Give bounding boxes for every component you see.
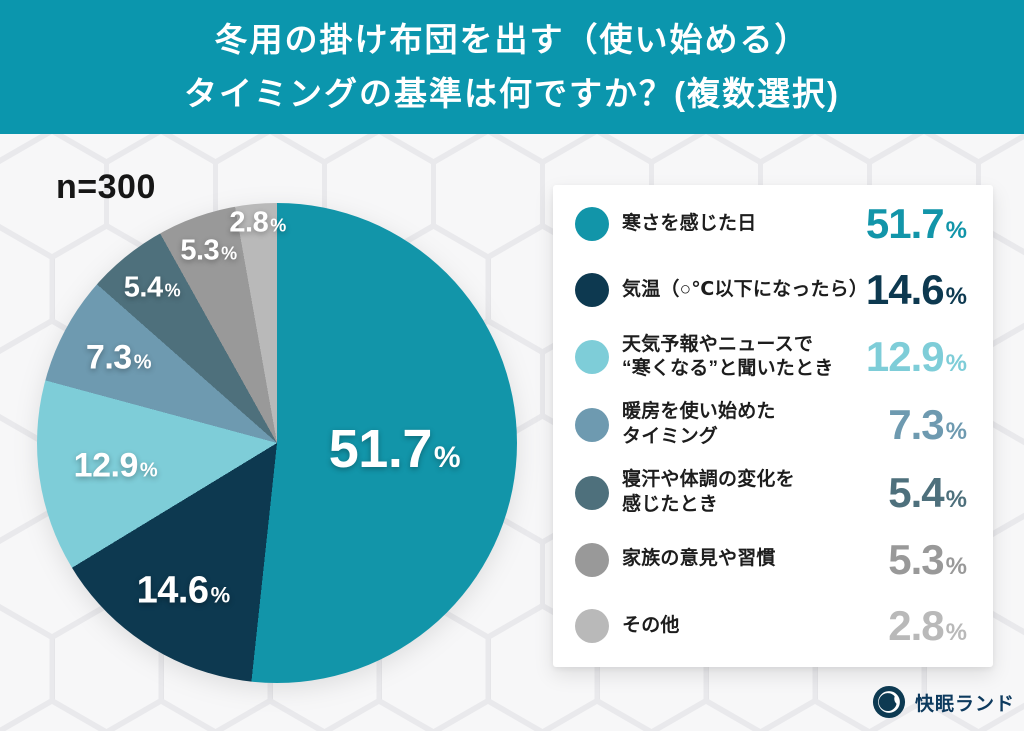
legend-label: その他 (622, 614, 888, 639)
legend-value: 2.8% (888, 602, 967, 650)
legend-label: 寒さを感じた日 (622, 212, 866, 237)
hexagon-tile (0, 134, 104, 254)
legend-label-line: 家族の意見や習慣 (622, 548, 776, 570)
legend-color-dot (575, 475, 609, 510)
legend-label-line: “寒くなる”と聞いたとき (622, 358, 834, 380)
legend-value: 14.6% (866, 266, 967, 314)
title-banner: 冬用の掛け布団を出す（使い始める） タイミングの基準は何ですか？(複数選択) (0, 0, 1024, 134)
legend-panel: 寒さを感じた日 51.7% 気温（○℃以下になったら） 14.6% 天気予報やニュースで… (553, 185, 993, 667)
legend-label: 家族の意見や習慣 (622, 547, 888, 572)
legend-label-line: 気温（○℃以下になったら） (622, 278, 869, 300)
page-title-line-2: タイミングの基準は何ですか？(複数選択) (184, 75, 840, 112)
percent-sign: % (433, 441, 461, 475)
percent-sign: % (164, 280, 181, 301)
pie-slice-value: 5.3 (180, 234, 220, 267)
legend-value-number: 12.9 (865, 333, 945, 381)
pie-chart: 51.7% 14.6% 12.9% 7.3% 5.4% 5.3% 2.8% (37, 203, 517, 683)
pie-slice-label: 5.4% (123, 271, 181, 304)
legend-row: 天気予報やニュースで “寒くなる”と聞いたとき 12.9% (575, 333, 967, 382)
percent-sign: % (139, 459, 158, 482)
pie-slice-label: 2.8% (229, 206, 286, 240)
legend-label: 寝汗や体調の変化を 感じたとき (622, 468, 888, 517)
legend-label: 気温（○℃以下になったら） (622, 278, 869, 303)
legend-label: 天気予報やニュースで “寒くなる”と聞いたとき (622, 333, 866, 382)
pie-slice-value: 7.3 (85, 338, 132, 377)
legend-value-number: 5.3 (888, 535, 944, 583)
percent-sign: % (945, 552, 967, 580)
pie-slice-value: 51.7 (328, 419, 433, 480)
legend-row: 暖房を使い始めた タイミング 7.3% (575, 400, 967, 449)
sample-size-label: n=300 (56, 168, 156, 206)
page-title-line-1: 冬用の掛け布団を出す（使い始める） (214, 21, 810, 59)
percent-sign: % (210, 582, 231, 608)
legend-value-number: 7.3 (888, 401, 944, 448)
percent-sign: % (133, 351, 152, 374)
legend-color-dot (575, 340, 609, 375)
percent-sign: % (945, 418, 967, 445)
percent-sign: % (221, 243, 237, 264)
legend-row: 寝汗や体調の変化を 感じたとき 5.4% (575, 468, 967, 517)
legend-label-line: 寝汗や体調の変化を (622, 469, 795, 490)
pie-slice-value: 12.9 (73, 446, 139, 485)
pie-slice-label: 14.6% (136, 569, 231, 612)
legend-color-dot (575, 273, 609, 308)
legend-label-line: 天気予報やニュースで (622, 333, 814, 355)
pie-slice-label: 51.7% (328, 418, 461, 480)
legend-value: 51.7% (866, 200, 967, 248)
legend-value-number: 51.7 (865, 200, 945, 247)
pie-slice-value: 5.4 (123, 271, 163, 304)
brand-name: 快眠ランド (915, 693, 1016, 715)
percent-sign: % (945, 619, 967, 646)
legend-value: 12.9% (866, 333, 967, 381)
legend-row: 家族の意見や習慣 5.3% (575, 536, 967, 584)
legend-row: その他 2.8% (575, 602, 967, 650)
legend-value-number: 14.6 (865, 266, 945, 314)
legend-label-line: 寒さを感じた日 (622, 212, 757, 234)
pie-slice-value: 2.8 (229, 206, 269, 239)
legend-row: 寒さを感じた日 51.7% (575, 200, 967, 248)
percent-sign: % (945, 217, 967, 244)
percent-sign: % (945, 283, 967, 311)
legend-color-dot (575, 408, 609, 442)
legend-label-line: 暖房を使い始めた (622, 401, 776, 423)
legend-color-dot (575, 609, 609, 643)
pie-slice-value: 14.6 (136, 569, 209, 612)
legend-label-line: タイミング (622, 426, 719, 447)
legend-row: 気温（○℃以下になったら） 14.6% (575, 266, 967, 314)
legend-color-dot (575, 207, 609, 241)
kaimin-land-logo-icon (872, 685, 906, 719)
percent-sign: % (270, 215, 286, 236)
legend-label-line: その他 (622, 614, 680, 636)
brand-footer: 快眠ランド (872, 685, 1015, 719)
legend-label: 暖房を使い始めた タイミング (622, 400, 888, 449)
legend-label-line: 感じたとき (622, 493, 719, 515)
percent-sign: % (945, 350, 967, 378)
legend-value-number: 5.4 (888, 468, 944, 516)
legend-value: 5.4% (888, 469, 967, 517)
legend-value: 7.3% (888, 401, 967, 449)
pie-slice-label: 12.9% (73, 446, 158, 485)
pie-circle (37, 203, 517, 683)
legend-color-dot (575, 542, 609, 577)
pie-slice-label: 5.3% (180, 234, 237, 267)
pie-slice-label: 7.3% (85, 338, 152, 377)
legend-value-number: 2.8 (888, 602, 944, 649)
legend-value: 5.3% (888, 536, 967, 584)
percent-sign: % (945, 485, 967, 513)
